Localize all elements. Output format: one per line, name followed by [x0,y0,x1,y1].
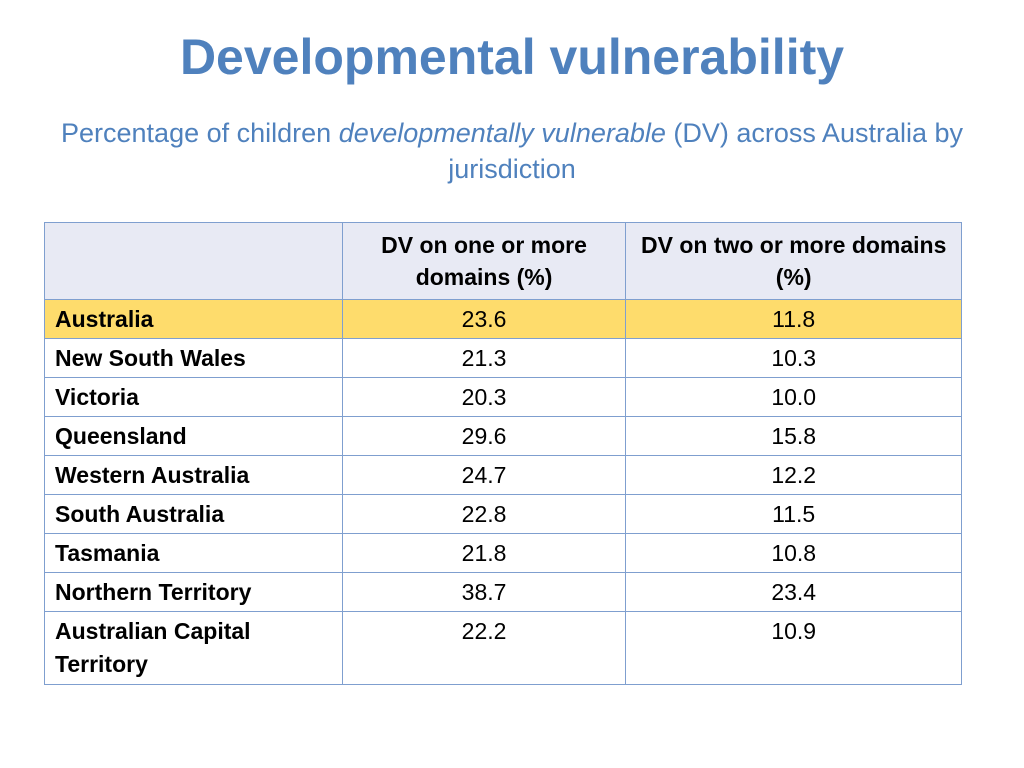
dv-one-or-more-cell: 24.7 [341,455,627,495]
jurisdiction-cell: Australia [44,299,343,339]
dv-two-or-more-cell: 15.8 [625,416,962,456]
dv-two-or-more-cell: 11.8 [625,299,962,339]
table-row: Queensland 29.6 15.8 [44,416,962,456]
dv-one-or-more-cell: 22.8 [341,494,627,534]
dv-one-or-more-cell: 21.3 [341,338,627,378]
dv-two-or-more-cell: 10.0 [625,377,962,417]
table-row: Western Australia 24.7 12.2 [44,455,962,495]
dv-one-or-more-cell: 22.2 [341,611,627,685]
dv-one-or-more-cell: 38.7 [341,572,627,612]
dv-one-or-more-cell: 29.6 [341,416,627,456]
dv-one-or-more-cell: 21.8 [341,533,627,573]
dv-two-or-more-cell: 12.2 [625,455,962,495]
dv-one-or-more-cell: 20.3 [341,377,627,417]
dv-two-or-more-cell: 11.5 [625,494,962,534]
table-row: Victoria 20.3 10.0 [44,377,962,417]
dv-two-or-more-cell: 23.4 [625,572,962,612]
jurisdiction-cell: Tasmania [44,533,343,573]
table-row: New South Wales 21.3 10.3 [44,338,962,378]
table-row: Northern Territory 38.7 23.4 [44,572,962,612]
jurisdiction-cell: New South Wales [44,338,343,378]
table-header-row: DV on one or more domains (%) DV on two … [44,222,962,300]
jurisdiction-cell: South Australia [44,494,343,534]
subtitle-text-end: (DV) across Australia by jurisdiction [448,118,963,184]
header-dv-one-or-more: DV on one or more domains (%) [341,222,627,300]
dv-two-or-more-cell: 10.8 [625,533,962,573]
table-row: South Australia 22.8 11.5 [44,494,962,534]
jurisdiction-cell: Queensland [44,416,343,456]
jurisdiction-cell: Victoria [44,377,343,417]
table-row: Tasmania 21.8 10.8 [44,533,962,573]
header-dv-two-or-more: DV on two or more domains (%) [625,222,962,300]
subtitle-text-start: Percentage of children [61,118,339,148]
jurisdiction-cell: Western Australia [44,455,343,495]
dv-one-or-more-cell: 23.6 [341,299,627,339]
subtitle-text-italic: developmentally vulnerable [338,118,666,148]
jurisdiction-cell: Australian Capital Territory [44,611,343,685]
dv-two-or-more-cell: 10.9 [625,611,962,685]
jurisdiction-cell: Northern Territory [44,572,343,612]
table-row: Australia 23.6 11.8 [44,299,962,339]
dv-table: DV on one or more domains (%) DV on two … [44,222,962,685]
dv-two-or-more-cell: 10.3 [625,338,962,378]
slide-subtitle: Percentage of children developmentally v… [60,115,964,187]
header-jurisdiction [44,222,343,300]
slide-title: Developmental vulnerability [179,29,845,85]
table-row: Australian Capital Territory 22.2 10.9 [44,611,962,685]
